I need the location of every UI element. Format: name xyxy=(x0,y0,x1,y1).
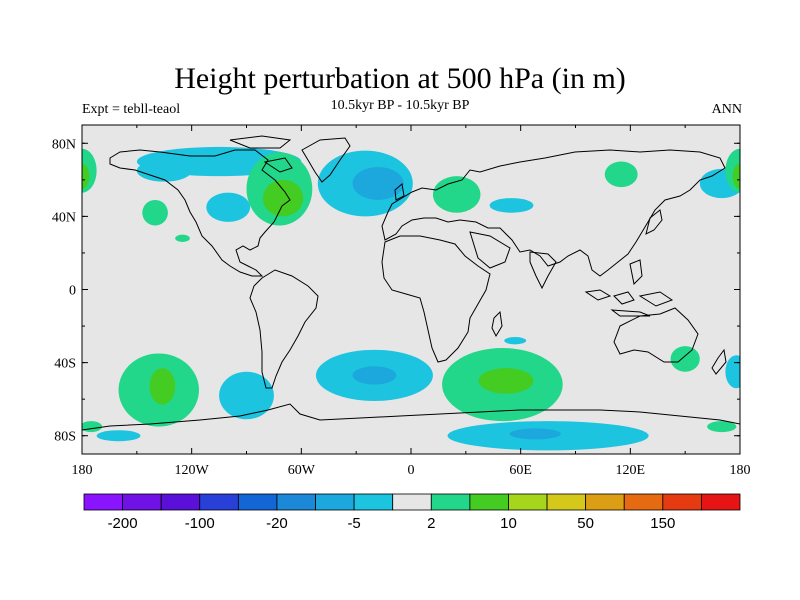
anomaly-region-pos-30 xyxy=(82,421,103,433)
lat-label: 80S xyxy=(54,430,76,445)
anomaly-region-pos-24 xyxy=(175,234,190,242)
colorbar-box xyxy=(623,493,664,511)
lon-label: 120W xyxy=(175,463,210,478)
colorbar-box xyxy=(160,493,201,511)
coast-south-america xyxy=(249,269,319,389)
colorbar xyxy=(83,493,741,511)
anomaly-contours xyxy=(82,146,740,451)
lon-label: 60E xyxy=(509,463,532,478)
colorbar-box xyxy=(662,493,702,511)
colorbar-box xyxy=(392,493,432,511)
anomaly-region-pos-28 xyxy=(478,368,534,394)
coast-japan xyxy=(645,209,663,235)
season-label: ANN xyxy=(711,102,742,117)
coast-greenland xyxy=(301,137,351,183)
coast-india xyxy=(529,251,557,290)
anomaly-region-pos-31 xyxy=(707,421,737,433)
colorbar-label: -100 xyxy=(185,515,215,532)
coast-british-isles xyxy=(394,183,405,201)
anomaly-region-pos-19 xyxy=(82,163,90,189)
anomaly-region-neg-11 xyxy=(509,428,561,440)
coast-arctic-islands xyxy=(229,135,293,173)
colorbar-label: -20 xyxy=(266,515,288,532)
lon-label: 60W xyxy=(288,463,316,478)
colorbar-box xyxy=(508,493,548,511)
colorbar-box xyxy=(276,493,316,511)
anomaly-region-pos-22 xyxy=(604,161,638,188)
colorbar-box xyxy=(701,493,741,511)
coast-africa xyxy=(381,235,491,363)
anomaly-region-pos-26 xyxy=(149,368,176,405)
anomaly-region-neg-8 xyxy=(352,366,397,385)
colorbar-box xyxy=(315,493,355,511)
coast-arabia xyxy=(469,231,511,269)
coastlines xyxy=(82,135,740,431)
colorbar-label: 2 xyxy=(427,515,435,532)
lat-label: 40S xyxy=(54,357,76,372)
colorbar-box xyxy=(122,493,162,511)
axis-ticks xyxy=(81,125,741,454)
colorbar-box xyxy=(546,493,587,511)
colorbar-label: 50 xyxy=(577,515,594,532)
lat-label: 0 xyxy=(69,284,76,299)
coast-australia xyxy=(613,307,699,363)
colorbar-box xyxy=(83,493,123,511)
lon-label: 0 xyxy=(408,463,415,478)
colorbar-box xyxy=(353,493,394,511)
lon-label: 180 xyxy=(730,463,751,478)
lat-label: 40N xyxy=(52,210,76,225)
lon-label: 180 xyxy=(72,463,93,478)
anomaly-region-pos-21 xyxy=(732,163,740,189)
experiment-label: Expt = tebll-teaol xyxy=(82,102,181,117)
colorbar-box xyxy=(469,493,509,511)
colorbar-box xyxy=(199,493,239,511)
coast-new-zealand xyxy=(711,348,727,375)
coast-eurasia xyxy=(381,149,726,277)
colorbar-label: -5 xyxy=(347,515,360,532)
colorbar-label: -200 xyxy=(108,515,138,532)
anomaly-region-neg-14 xyxy=(96,430,141,442)
lat-label: 80N xyxy=(52,137,76,152)
colorbar-labels: -200 -100 -20 -5 2 10 50 150 xyxy=(108,515,676,532)
map-title: Height perturbation at 500 hPa (in m) xyxy=(174,62,626,95)
anomaly-region-pos-16 xyxy=(262,179,304,217)
anomaly-region-neg-5 xyxy=(489,198,534,213)
period-label: 10.5kyr BP - 10.5kyr BP xyxy=(330,98,470,113)
anomaly-region-pos-29 xyxy=(670,346,700,372)
anomaly-region-neg-1 xyxy=(136,159,192,182)
coast-indonesia xyxy=(584,259,674,317)
colorbar-label: 10 xyxy=(500,515,517,532)
anomaly-region-neg-3 xyxy=(352,167,404,200)
colorbar-box xyxy=(585,493,625,511)
colorbar-box xyxy=(430,493,471,511)
axis-labels: 80N 40N 0 40S 80S 180 120W 60W 0 60E 120E 180 xyxy=(52,137,751,478)
anomaly-region-neg-13 xyxy=(504,337,527,345)
anomaly-region-neg-9 xyxy=(219,371,274,420)
anomaly-region-pos-23 xyxy=(142,199,168,226)
anomaly-region-neg-4 xyxy=(206,192,251,222)
colorbar-label: 150 xyxy=(650,515,675,532)
coast-north-america xyxy=(109,149,291,277)
colorbar-box xyxy=(237,493,278,511)
anomaly-region-neg-12 xyxy=(725,355,740,389)
coast-antarctica xyxy=(82,403,740,431)
lon-label: 120E xyxy=(616,463,646,478)
coast-madagascar xyxy=(491,310,503,338)
